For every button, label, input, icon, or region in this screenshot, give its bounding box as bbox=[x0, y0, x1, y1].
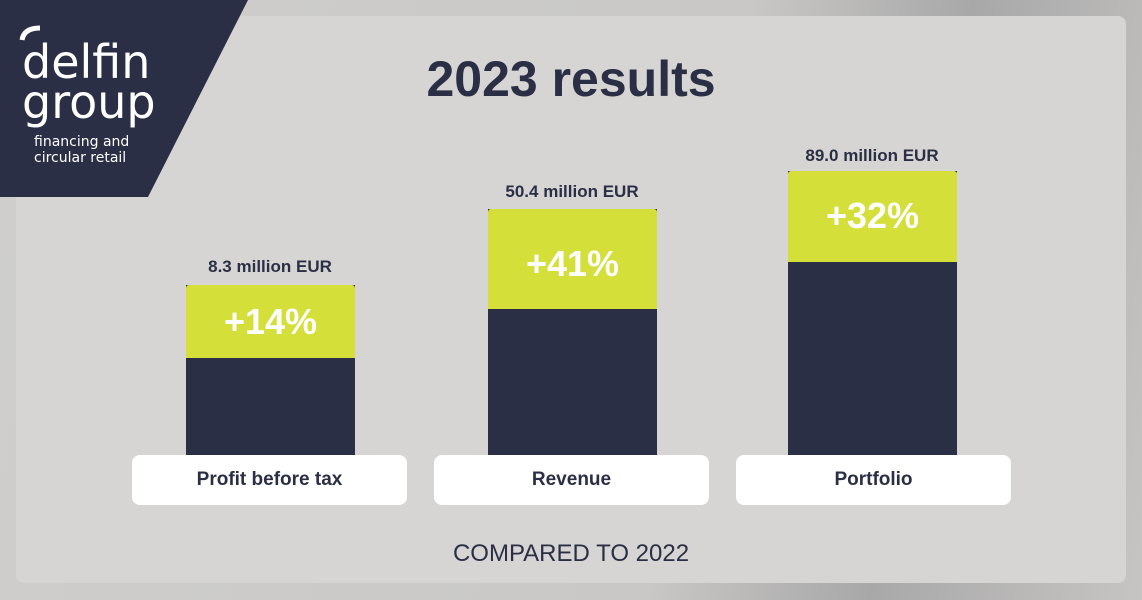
change-badge: +32% bbox=[788, 171, 957, 262]
logo-text: delfin bbox=[22, 35, 150, 89]
logo-mark bbox=[19, 25, 41, 41]
logo-tagline: financing and bbox=[34, 134, 129, 150]
logo: delfin group financing and circular reta… bbox=[0, 0, 248, 197]
change-badge: +41% bbox=[488, 209, 657, 309]
category-label: Profit before tax bbox=[132, 455, 407, 505]
title: 2023 results bbox=[426, 51, 716, 107]
footer: COMPARED TO 2022 bbox=[452, 540, 690, 567]
category-label: Portfolio bbox=[736, 455, 1011, 505]
amount: 8.3 million EUR bbox=[208, 257, 332, 276]
logo-panel bbox=[0, 0, 248, 197]
change-badge: +14% bbox=[186, 285, 355, 358]
logo-tagline: circular retail bbox=[34, 150, 126, 166]
category-label: Revenue bbox=[434, 455, 709, 505]
logo-text: group bbox=[22, 75, 156, 129]
amount: 89.0 million EUR bbox=[805, 146, 939, 165]
amount: 50.4 million EUR bbox=[505, 182, 639, 201]
